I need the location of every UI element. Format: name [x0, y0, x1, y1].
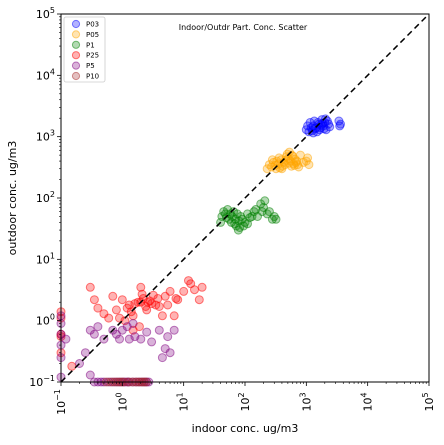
x-axis: 10−1 100 101 102 103 104 105 [53, 382, 436, 415]
data-point-p1 [260, 196, 270, 206]
y-axis: 10−1 100 101 102 103 104 105 [29, 6, 61, 389]
data-point-p05 [267, 155, 277, 165]
data-point-p5 [115, 334, 124, 344]
y-tick-label: 100 [36, 313, 55, 328]
data-point-p1 [271, 214, 281, 224]
data-point-p25 [169, 311, 179, 321]
data-point-p25 [194, 295, 204, 305]
legend-marker-p10 [71, 71, 81, 81]
data-point-p03 [321, 114, 330, 124]
y-tick-label: 105 [36, 6, 55, 21]
legend-frame [63, 16, 106, 83]
data-point-p03 [336, 119, 345, 129]
legend-marker-p1 [71, 40, 81, 49]
data-point-p25 [128, 311, 138, 321]
data-point-p25 [148, 290, 158, 300]
data-point-p5 [142, 327, 152, 337]
data-point-p1 [247, 212, 257, 221]
data-point-p05 [277, 164, 287, 174]
x-axis-label: indoor conc. ug/m3 [192, 422, 299, 435]
data-point-p25 [163, 300, 173, 310]
legend-label-p05: P05 [86, 31, 99, 39]
data-point-p1 [243, 209, 252, 219]
x-tick-label: 102 [237, 392, 252, 411]
data-point-p5 [163, 332, 173, 342]
data-point-p25 [115, 313, 124, 323]
data-point-p25 [190, 285, 199, 295]
data-point-p25 [171, 294, 181, 303]
y-axis-label: outdoor conc. ug/m3 [6, 141, 19, 256]
data-point-p5 [136, 334, 146, 344]
legend: P03 P05 P1 P25 P5 P10 [63, 16, 106, 83]
data-point-p25 [104, 313, 114, 323]
chart-title: Indoor/Outdr Part. Conc. Scatter [179, 23, 308, 32]
data-point-p25 [165, 286, 175, 296]
x-tick-label: 103 [298, 392, 313, 411]
data-point-p25 [67, 361, 77, 371]
data-point-p25 [89, 295, 99, 305]
data-point-p25 [85, 282, 95, 292]
legend-label-p5: P5 [86, 62, 95, 70]
y-tick-label: 103 [36, 129, 55, 144]
data-point-p25 [142, 305, 152, 315]
data-point-p25 [157, 311, 167, 321]
legend-marker-p03 [71, 19, 81, 29]
data-point-p1 [239, 221, 249, 231]
data-point-p25 [197, 282, 207, 292]
x-tick-label: 10−1 [53, 389, 68, 415]
data-point-p25 [117, 295, 127, 305]
y-tick-label: 102 [36, 190, 55, 205]
legend-label-p03: P03 [86, 21, 99, 29]
data-point-p05 [304, 160, 314, 170]
legend-label-p10: P10 [86, 73, 99, 81]
legend-marker-p25 [71, 51, 81, 60]
data-point-p05 [289, 160, 299, 170]
x-tick-label: 104 [360, 392, 375, 411]
data-point-p03 [325, 122, 335, 132]
x-tick-label: 101 [176, 392, 191, 411]
data-point-p5 [154, 325, 164, 335]
data-point-p25 [137, 289, 147, 299]
data-point-p25 [179, 286, 189, 296]
data-point-p05 [299, 157, 308, 167]
legend-marker-p5 [71, 61, 81, 70]
legend-label-p1: P1 [86, 41, 95, 49]
data-point-p5 [169, 325, 179, 335]
data-point-p25 [136, 282, 146, 292]
data-point-p25 [154, 302, 164, 311]
data-point-p5 [93, 322, 103, 332]
data-point-p5 [61, 334, 71, 344]
x-tick-label: 105 [421, 392, 436, 411]
data-point-p25 [93, 303, 103, 313]
data-point-p5 [147, 337, 157, 347]
data-point-p5 [157, 353, 167, 363]
legend-label-p25: P25 [86, 52, 99, 60]
data-point-p5 [89, 329, 99, 339]
data-point-p5 [85, 370, 95, 380]
data-point-p5 [80, 348, 90, 358]
x-tick-label: 100 [114, 392, 129, 411]
legend-marker-p05 [71, 30, 81, 39]
data-point-p25 [108, 291, 118, 301]
identity-reference-line [60, 13, 430, 383]
y-tick-label: 101 [36, 251, 55, 266]
y-tick-label: 10−1 [29, 374, 55, 389]
data-point-p25 [111, 305, 121, 315]
data-point-p5 [165, 348, 175, 358]
data-point-p5 [128, 319, 138, 328]
data-point-p05 [274, 153, 284, 163]
y-tick-label: 104 [36, 67, 55, 82]
data-point-p05 [287, 150, 297, 160]
data-point-p25 [153, 294, 163, 303]
